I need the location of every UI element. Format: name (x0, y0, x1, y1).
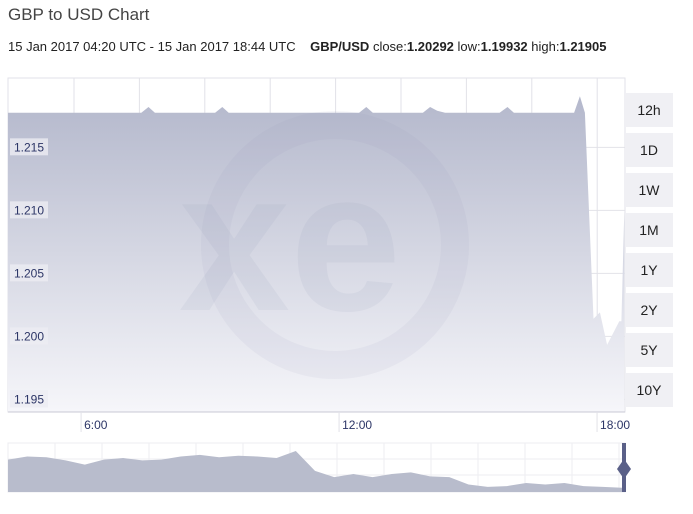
y-tick-bg (10, 327, 48, 345)
y-tick-label: 1.195 (14, 392, 44, 406)
watermark-circle (201, 111, 469, 379)
navigator-handle-icon[interactable] (617, 459, 631, 479)
y-tick-bg (10, 264, 48, 282)
y-tick-label: 1.210 (14, 203, 44, 217)
y-tick-bg (10, 390, 48, 408)
x-tick-label: 12:00 (342, 418, 372, 432)
range-button-10y[interactable]: 10Y (625, 373, 673, 407)
range-button-2y[interactable]: 2Y (625, 293, 673, 327)
page-title: GBP to USD Chart (8, 5, 150, 24)
date-range: 15 Jan 2017 04:20 UTC - 15 Jan 2017 18:4… (8, 39, 296, 54)
range-button-12h[interactable]: 12h (625, 93, 673, 127)
low-value: 1.19932 (480, 39, 528, 54)
y-tick-label: 1.205 (14, 266, 44, 280)
close-label: close: (372, 39, 407, 54)
close-value: 1.20292 (406, 39, 454, 54)
currency-pair: GBP/USD (310, 39, 370, 54)
low-label: low: (457, 39, 481, 54)
high-label: high: (531, 39, 560, 54)
price-area (8, 96, 625, 413)
range-button-1w[interactable]: 1W (625, 173, 673, 207)
y-tick-label: 1.200 (14, 329, 44, 343)
high-value: 1.21905 (559, 39, 607, 54)
y-tick-bg (10, 138, 48, 156)
range-button-1y[interactable]: 1Y (625, 253, 673, 287)
navigator-series (8, 451, 622, 492)
range-button-1d[interactable]: 1D (625, 133, 673, 167)
y-tick-label: 1.215 (14, 140, 44, 154)
xe-watermark-logo: xe (179, 130, 401, 353)
chart-summary: 15 Jan 2017 04:20 UTC - 15 Jan 2017 18:4… (8, 39, 606, 54)
y-tick-bg (10, 201, 48, 219)
x-tick-label: 6:00 (84, 418, 108, 432)
range-button-1m[interactable]: 1M (625, 213, 673, 247)
range-button-5y[interactable]: 5Y (625, 333, 673, 367)
x-tick-label: 18:00 (600, 418, 630, 432)
